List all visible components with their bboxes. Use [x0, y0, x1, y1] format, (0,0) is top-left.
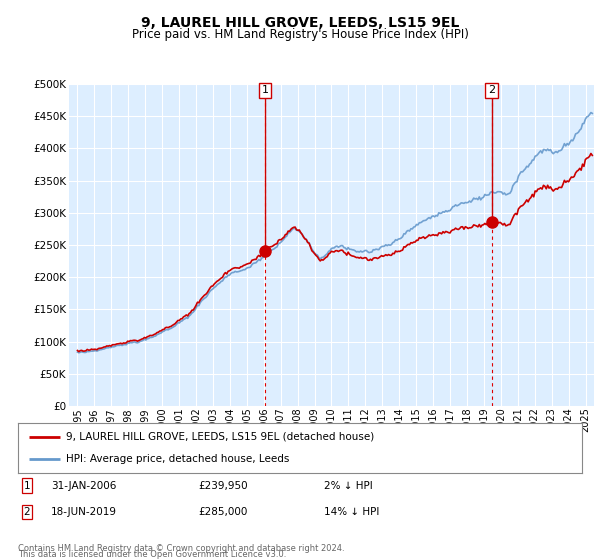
Text: 14% ↓ HPI: 14% ↓ HPI — [324, 507, 379, 517]
Text: 2% ↓ HPI: 2% ↓ HPI — [324, 480, 373, 491]
Text: HPI: Average price, detached house, Leeds: HPI: Average price, detached house, Leed… — [66, 454, 289, 464]
Text: 18-JUN-2019: 18-JUN-2019 — [51, 507, 117, 517]
Text: 9, LAUREL HILL GROVE, LEEDS, LS15 9EL: 9, LAUREL HILL GROVE, LEEDS, LS15 9EL — [141, 16, 459, 30]
Text: 2: 2 — [23, 507, 31, 517]
Text: 1: 1 — [262, 86, 269, 95]
Text: Price paid vs. HM Land Registry's House Price Index (HPI): Price paid vs. HM Land Registry's House … — [131, 28, 469, 41]
Text: 9, LAUREL HILL GROVE, LEEDS, LS15 9EL (detached house): 9, LAUREL HILL GROVE, LEEDS, LS15 9EL (d… — [66, 432, 374, 442]
Text: 1: 1 — [23, 480, 31, 491]
Text: Contains HM Land Registry data © Crown copyright and database right 2024.: Contains HM Land Registry data © Crown c… — [18, 544, 344, 553]
Text: 2: 2 — [488, 86, 495, 95]
Text: £239,950: £239,950 — [198, 480, 248, 491]
Text: This data is licensed under the Open Government Licence v3.0.: This data is licensed under the Open Gov… — [18, 550, 286, 559]
Text: £285,000: £285,000 — [198, 507, 247, 517]
Text: 31-JAN-2006: 31-JAN-2006 — [51, 480, 116, 491]
